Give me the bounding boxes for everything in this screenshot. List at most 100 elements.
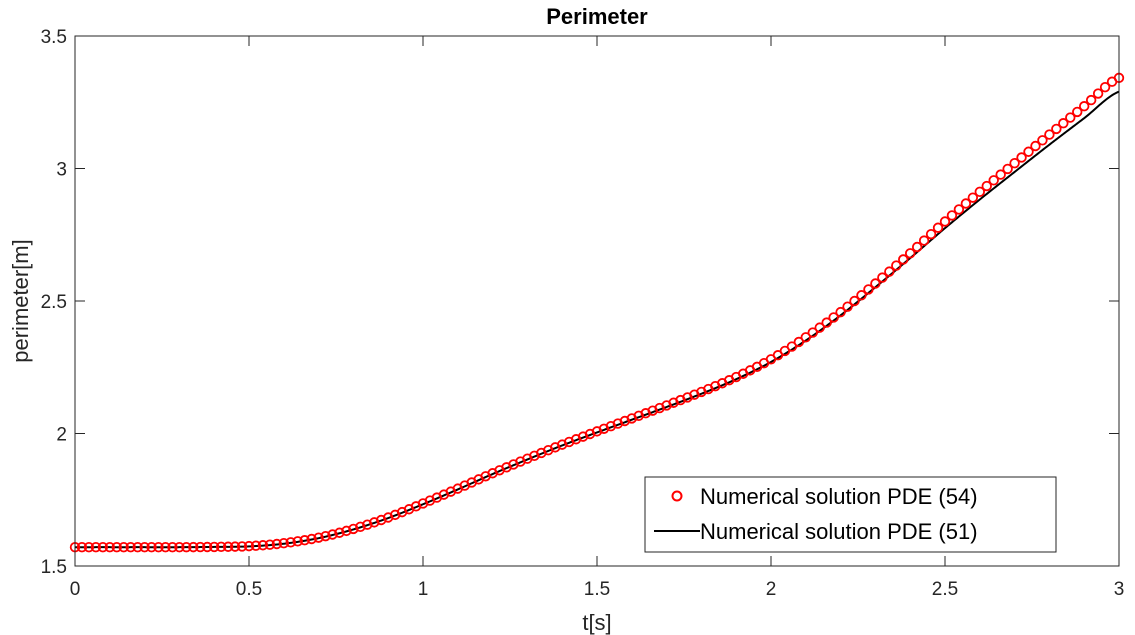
- data-point: [236, 541, 248, 552]
- legend-box: [644, 476, 1057, 553]
- legend-label-series-2: Numerical solution PDE (51): [700, 519, 978, 544]
- data-point: [132, 541, 143, 553]
- data-point: [313, 532, 324, 543]
- chart-title: Perimeter: [546, 4, 648, 29]
- data-point: [299, 535, 310, 546]
- data-point: [1044, 129, 1055, 140]
- y-tick-label: 3: [56, 160, 67, 181]
- data-point: [856, 290, 867, 301]
- data-point: [76, 541, 88, 553]
- data-point: [925, 228, 937, 240]
- data-point: [264, 539, 276, 550]
- y-tick-label: 1.5: [41, 557, 67, 578]
- y-tick-label: 3.5: [41, 27, 67, 48]
- data-point: [967, 192, 979, 203]
- data-point: [981, 180, 992, 192]
- x-tick-label: 1.5: [584, 579, 610, 600]
- x-tick-label: 2.5: [932, 579, 958, 600]
- data-point: [821, 317, 832, 328]
- data-point: [188, 541, 199, 553]
- x-axis-label: t[s]: [582, 610, 611, 635]
- data-point: [842, 301, 853, 312]
- data-point: [125, 541, 136, 553]
- data-point: [271, 538, 283, 550]
- data-point: [807, 327, 818, 338]
- data-point: [153, 542, 164, 553]
- data-point: [1072, 106, 1083, 118]
- x-tick-label: 1: [418, 579, 429, 600]
- data-point: [202, 541, 213, 553]
- x-tick-label: 0.5: [236, 579, 262, 600]
- legend-marker-series-1: [671, 490, 683, 502]
- data-point: [215, 541, 227, 553]
- data-point: [988, 175, 999, 186]
- data-point: [953, 204, 965, 215]
- data-point: [905, 248, 916, 259]
- data-point: [884, 266, 895, 277]
- y-tick-label: 2.5: [41, 292, 67, 313]
- data-point: [1078, 101, 1090, 112]
- data-point: [1023, 146, 1034, 157]
- x-tick-label: 3: [1114, 579, 1125, 600]
- data-point: [146, 541, 157, 553]
- data-point: [334, 527, 345, 538]
- data-point: [195, 541, 206, 553]
- series-line-2: [75, 90, 1120, 549]
- data-point: [870, 278, 881, 289]
- data-point: [960, 198, 972, 209]
- data-point: [793, 336, 805, 348]
- data-point: [863, 284, 874, 295]
- data-point: [849, 295, 860, 307]
- data-point: [355, 521, 366, 533]
- data-point: [786, 341, 798, 352]
- data-point: [1051, 123, 1062, 135]
- data-point: [974, 186, 986, 198]
- data-point: [90, 541, 102, 553]
- data-point: [1016, 152, 1027, 163]
- data-point: [828, 312, 839, 323]
- data-point: [932, 222, 944, 233]
- data-point: [800, 332, 812, 343]
- data-point: [348, 523, 359, 535]
- data-point: [1037, 135, 1048, 146]
- data-point: [1085, 94, 1097, 106]
- data-point: [285, 537, 296, 548]
- data-point: [1058, 118, 1069, 129]
- data-point: [167, 542, 178, 553]
- data-point: [911, 241, 923, 253]
- data-point: [1002, 163, 1013, 175]
- data-point: [877, 272, 888, 283]
- data-point: [278, 538, 290, 549]
- data-point: [341, 525, 352, 537]
- data-point: [946, 210, 958, 221]
- legend: Numerical solution PDE (54) Numerical so…: [644, 476, 1057, 553]
- data-point: [1030, 140, 1041, 152]
- data-point: [939, 216, 951, 227]
- data-point: [83, 541, 95, 553]
- data-point: [118, 541, 129, 553]
- data-point: [139, 541, 150, 553]
- data-point: [306, 533, 317, 545]
- data-point: [250, 540, 262, 551]
- x-tick-label: 2: [766, 579, 777, 600]
- data-point: [208, 541, 220, 553]
- data-point: [814, 322, 825, 333]
- data-point: [257, 540, 269, 551]
- data-point: [229, 541, 241, 552]
- data-point: [160, 542, 171, 553]
- data-point: [1092, 88, 1104, 99]
- series-markers-1: [69, 72, 1125, 553]
- data-point: [292, 536, 303, 547]
- data-point: [174, 541, 185, 553]
- data-point: [222, 541, 234, 552]
- data-point: [243, 540, 255, 552]
- data-point: [327, 529, 338, 540]
- y-axis-label: perimeter[m]: [8, 239, 33, 362]
- data-point: [898, 254, 909, 265]
- data-point: [1009, 157, 1020, 169]
- legend-label-series-1: Numerical solution PDE (54): [700, 484, 978, 509]
- data-point: [995, 169, 1006, 180]
- data-point: [369, 517, 380, 528]
- data-point: [891, 260, 902, 271]
- x-tick-label: 0: [70, 579, 81, 600]
